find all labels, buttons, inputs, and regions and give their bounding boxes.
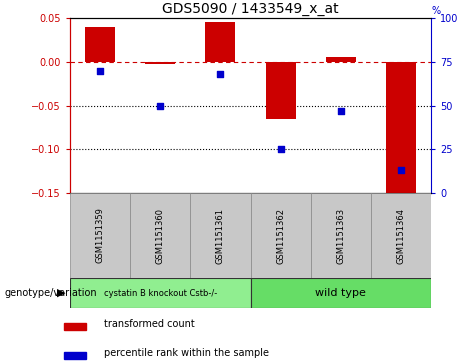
Point	[157, 103, 164, 109]
Bar	[70, 278, 250, 308]
Title: GDS5090 / 1433549_x_at: GDS5090 / 1433549_x_at	[162, 1, 339, 16]
Bar	[64, 352, 86, 359]
Point	[217, 71, 224, 77]
Text: GSM1151364: GSM1151364	[396, 208, 405, 264]
Bar	[64, 323, 86, 330]
Text: GSM1151360: GSM1151360	[156, 208, 165, 264]
Point	[277, 146, 284, 152]
Bar	[326, 57, 356, 62]
Text: %: %	[431, 6, 440, 16]
Point	[337, 108, 344, 114]
Text: percentile rank within the sample: percentile rank within the sample	[104, 348, 269, 358]
Bar	[371, 193, 431, 278]
Bar	[386, 62, 416, 195]
Text: GSM1151362: GSM1151362	[276, 208, 285, 264]
Text: cystatin B knockout Cstb-/-: cystatin B knockout Cstb-/-	[104, 289, 217, 298]
Bar	[250, 193, 311, 278]
Bar	[190, 193, 250, 278]
Text: genotype/variation: genotype/variation	[5, 288, 97, 298]
Bar	[250, 278, 431, 308]
Point	[96, 68, 104, 73]
Bar	[266, 62, 296, 119]
Text: GSM1151359: GSM1151359	[95, 208, 105, 264]
Bar	[205, 23, 236, 62]
Bar	[130, 193, 190, 278]
Bar	[145, 62, 175, 64]
Bar	[311, 193, 371, 278]
Text: GSM1151363: GSM1151363	[336, 207, 345, 264]
Text: GSM1151361: GSM1151361	[216, 208, 225, 264]
Bar	[70, 193, 130, 278]
Point	[397, 167, 405, 173]
Text: transformed count: transformed count	[104, 319, 195, 329]
Text: wild type: wild type	[315, 288, 366, 298]
Text: ▶: ▶	[57, 288, 65, 298]
Bar	[85, 27, 115, 62]
